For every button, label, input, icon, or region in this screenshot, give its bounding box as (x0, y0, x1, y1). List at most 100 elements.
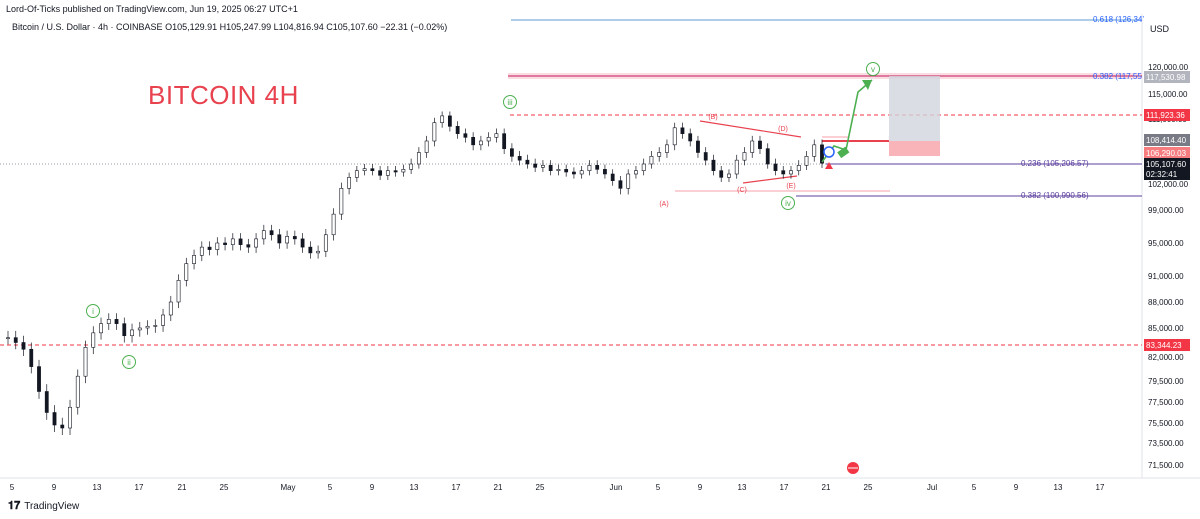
candle-body (812, 144, 817, 157)
price-label-text: 105,107.60 (1146, 160, 1187, 169)
candle-body (199, 246, 204, 256)
candle-body (13, 337, 18, 343)
wave-label-text: iii (507, 98, 513, 107)
wave-label-text: i (92, 307, 94, 316)
candle-body (796, 165, 801, 171)
candle-body (21, 342, 26, 350)
candle-body (246, 244, 251, 248)
y-tick-label[interactable]: 91,000.00 (1148, 272, 1184, 281)
price-label-box (1144, 134, 1190, 146)
candle-body (463, 133, 468, 138)
triangle-lower-line (742, 175, 798, 184)
candle-body (207, 246, 212, 250)
candle-body (657, 152, 662, 157)
candle-body (145, 325, 150, 329)
candle-body (533, 163, 538, 168)
candle-body (572, 171, 576, 175)
price-label-text: 02:32:41 (1146, 170, 1178, 179)
projection-arrowhead (862, 80, 872, 90)
tradingview-logo-icon: 𝟏𝟕 (8, 500, 21, 512)
y-tick-label[interactable]: 71,500.00 (1148, 461, 1184, 470)
candle-body (254, 238, 258, 248)
y-tick-label[interactable]: 88,000.00 (1148, 298, 1184, 307)
candle-body (192, 255, 196, 264)
x-tick-label: 21 (822, 483, 831, 492)
x-tick-label: 17 (135, 483, 144, 492)
candle-body (680, 127, 685, 134)
candle-body (688, 133, 693, 142)
candle-body (176, 280, 181, 303)
candle-body (424, 140, 429, 153)
candle-body (362, 168, 367, 171)
x-tick-label: 13 (1054, 483, 1063, 492)
candle-body (455, 126, 460, 134)
candle-body (727, 173, 731, 178)
candle-body (331, 213, 336, 236)
candle-body (114, 319, 119, 324)
candle-body (168, 301, 173, 316)
candle-body (486, 137, 491, 142)
tradingview-brand: 𝟏𝟕 TradingView (8, 500, 79, 513)
symbol-name[interactable]: Bitcoin / U.S. Dollar · 4h · COINBASE (12, 22, 163, 32)
triangle-upper-line (699, 120, 802, 138)
candle-body (238, 238, 243, 245)
target-zone-box (889, 76, 940, 141)
fib-level-label: 0.382 (100,990.56) (1021, 191, 1089, 200)
publisher-line: Lord-Of-Ticks published on TradingView.c… (6, 4, 298, 14)
candle-body (401, 169, 406, 173)
candle-body (494, 133, 499, 138)
currency-label[interactable]: USD (1150, 24, 1170, 34)
candle-body (525, 159, 530, 165)
candle-body (447, 115, 452, 127)
y-tick-label[interactable]: 82,000.00 (1148, 353, 1184, 362)
y-tick-label[interactable]: 102,000.00 (1148, 180, 1189, 189)
candle-body (316, 250, 320, 254)
y-tick-label[interactable]: 77,500.00 (1148, 398, 1184, 407)
candle-body (579, 170, 584, 175)
candle-body (277, 234, 282, 244)
candle-body (60, 424, 65, 429)
earnings-marker-icon (825, 162, 833, 169)
candle-body (137, 327, 142, 331)
y-tick-label[interactable]: 95,000.00 (1148, 239, 1184, 248)
candle-body (765, 148, 770, 165)
wave-label-text: v (871, 65, 875, 74)
candle-body (510, 148, 514, 157)
candle-body (393, 170, 398, 173)
y-tick-label[interactable]: 73,500.00 (1148, 439, 1184, 448)
brand-name: TradingView (24, 501, 80, 512)
price-label-text: 111,923.36 (1146, 111, 1185, 120)
candle-body (285, 236, 289, 244)
wave-label-circle (866, 62, 880, 76)
candle-body (122, 323, 127, 337)
candle-body (130, 329, 134, 337)
candle-body (719, 170, 724, 178)
wave-label-circle (122, 355, 136, 369)
y-tick-label[interactable]: 120,000.00 (1148, 63, 1189, 72)
candle-body (711, 159, 716, 171)
y-tick-label[interactable]: 85,000.00 (1148, 324, 1184, 333)
x-tick-label: 21 (178, 483, 187, 492)
price-label-box (1144, 168, 1190, 180)
candle-body (471, 137, 476, 146)
price-label-box (1144, 109, 1190, 121)
price-label-box (1144, 71, 1190, 83)
candle-body (742, 152, 747, 161)
y-tick-label[interactable]: 115,000.00 (1148, 90, 1188, 99)
y-tick-label[interactable]: 79,500.00 (1148, 377, 1184, 386)
candle-body (556, 169, 561, 171)
candle-body (323, 234, 328, 252)
candle-body (91, 332, 96, 348)
x-tick-label: 9 (370, 483, 375, 492)
x-tick-label: Jun (610, 483, 623, 492)
correction-label: (D) (778, 126, 788, 133)
symbol-ohlc-line: Bitcoin / U.S. Dollar · 4h · COINBASE O1… (12, 22, 447, 32)
stop-zone-box (889, 141, 940, 156)
correction-label: (B) (708, 114, 717, 121)
candle-body (618, 180, 623, 189)
candle-body (502, 133, 507, 149)
candle-body (292, 236, 297, 240)
y-tick-label[interactable]: 75,500.00 (1148, 419, 1184, 428)
y-tick-label[interactable]: 99,000.00 (1148, 206, 1184, 215)
